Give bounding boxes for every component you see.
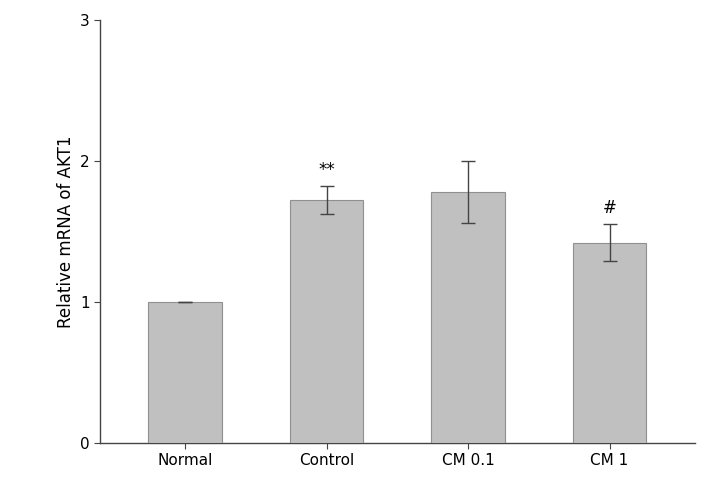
Bar (573, 242, 647, 443)
Bar (431, 192, 505, 443)
Text: **: ** (318, 161, 335, 179)
Bar (290, 200, 364, 443)
Text: #: # (603, 199, 616, 217)
Y-axis label: Relative mRNA of AKT1: Relative mRNA of AKT1 (57, 135, 74, 327)
Bar (148, 302, 222, 443)
